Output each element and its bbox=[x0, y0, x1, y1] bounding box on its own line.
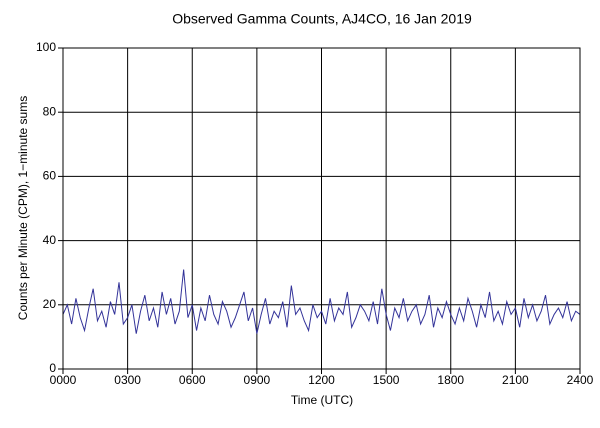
x-tick-label: 0300 bbox=[114, 373, 141, 387]
y-tick-label: 40 bbox=[43, 233, 57, 247]
data-line bbox=[62, 269, 581, 334]
x-tick-label: 0600 bbox=[179, 373, 206, 387]
y-tick-label: 100 bbox=[36, 40, 56, 54]
x-tick-label: 1200 bbox=[308, 373, 335, 387]
y-axis-label: Counts per Minute (CPM), 1−minute sums bbox=[16, 96, 30, 320]
plot-border bbox=[62, 47, 581, 370]
x-tick-label: 2100 bbox=[502, 373, 529, 387]
y-tick-label: 20 bbox=[43, 297, 57, 311]
x-tick-label: 1500 bbox=[373, 373, 400, 387]
y-tick-label: 80 bbox=[43, 104, 57, 118]
y-tick-label: 0 bbox=[49, 361, 56, 375]
x-tick-label: 1800 bbox=[437, 373, 464, 387]
x-tick-label: 0000 bbox=[50, 373, 77, 387]
x-axis-label: Time (UTC) bbox=[291, 393, 353, 407]
y-tick-label: 60 bbox=[43, 169, 57, 183]
x-tick-label: 2400 bbox=[567, 373, 594, 387]
x-tick-label: 0900 bbox=[244, 373, 271, 387]
chart-title: Observed Gamma Counts, AJ4CO, 16 Jan 201… bbox=[172, 11, 472, 27]
